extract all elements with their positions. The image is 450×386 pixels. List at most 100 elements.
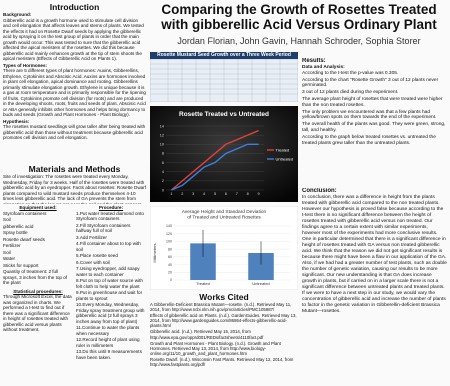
list-item: Fertilizer <box>3 243 21 248</box>
paragraph: Through Microsoft Excel, the data was or… <box>3 294 72 332</box>
y-tick-label: 12 <box>160 133 164 137</box>
list-item: 2.Fill Styrofoam containers halfway full… <box>76 222 131 234</box>
x-tick-label: 4 <box>203 192 205 196</box>
paragraph: Gibberellic acid is a growth hormone use… <box>3 17 144 62</box>
chart-title: Rosette Treated vs Untreated <box>179 111 269 118</box>
x-tick-label: 9 <box>257 192 259 196</box>
list-item: Soil <box>3 249 11 255</box>
x-tick-label: 1 <box>170 192 172 196</box>
y-tick-label: 10 <box>160 143 164 147</box>
section-heading: Results: <box>302 58 326 64</box>
list-item: 8.Put on top of water source with felt c… <box>76 278 143 289</box>
list-item: 4.Fill container about to top with soil <box>76 241 141 252</box>
y-tick-label: 60 <box>168 255 172 259</box>
table-title: Rosette Mustard Seed Growth over a Three… <box>150 52 298 59</box>
list-item: 3 out of 12 plants died during the exper… <box>302 90 399 96</box>
chart-background <box>150 106 298 202</box>
y-tick-label: 20 <box>168 270 172 274</box>
y-tick-label: 40 <box>168 263 172 267</box>
label: Data and Analysis: <box>302 65 345 70</box>
list-item: 3.Add Fertilizer <box>76 234 107 240</box>
y-tick-label: 80 <box>168 247 172 251</box>
section-heading: Introduction <box>49 2 100 12</box>
list-item: The average plant height of rosettes tha… <box>302 96 443 108</box>
list-item: Soil <box>3 217 11 222</box>
label: Background: <box>3 12 32 17</box>
label: Hypothesis: <box>3 118 30 124</box>
table-grid <box>150 58 298 102</box>
y-axis-label: Millimeters <box>152 243 157 262</box>
list-item: Gibberellic acid. (n.d.). Retrieved May … <box>150 329 264 340</box>
list-item: 11.Continue to water the plants when nec… <box>76 325 140 336</box>
equipment: Equipment used: Styrofoam containers Soil… <box>3 205 73 385</box>
label: Equipment used: <box>19 205 57 210</box>
list-item: Effects of gibberellic acid on Plants. (… <box>150 313 297 329</box>
x-tick-label: 2 <box>181 192 183 196</box>
section-heading: Conclusion: <box>302 188 337 194</box>
data-line <box>171 143 259 191</box>
list-item: According to the chart "Rosette Growth" … <box>302 77 439 89</box>
list-item: The overall health of the plants was goo… <box>302 122 446 133</box>
y-tick-label: 100 <box>166 240 172 244</box>
legend-label: Treated <box>276 147 290 152</box>
list-item: Spray bottle <box>3 230 28 235</box>
data-line <box>170 129 259 191</box>
list-item: 12.Record height of plant using ruler in… <box>76 337 140 348</box>
x-tick-label: 7 <box>236 192 238 196</box>
x-tick-label: 6 <box>225 192 227 196</box>
x-tick-label: Treated <box>196 281 210 286</box>
list-item: gibberellic acid <box>3 223 34 229</box>
procedure-list: 1.Put water treated diamond onto Styrofo… <box>76 211 146 361</box>
list-item: According to the graph below treated ros… <box>302 134 436 146</box>
x-tick-label: 3 <box>192 192 194 196</box>
list-item: 10.Every Monday, Wednesday, Friday spray… <box>76 302 145 324</box>
equipment-list: Styrofoam containers Soil gibberellic acid… <box>3 211 73 286</box>
list-item: 6.Cover with soil <box>76 259 110 265</box>
list-item: Sticks for support <box>3 262 39 268</box>
paragraph: The rosettes mustard seedlings will grow… <box>3 124 146 140</box>
x-tick-label: 8 <box>247 192 249 196</box>
poster-title: Comparing the Growth of Rosettes Treated… <box>161 3 437 33</box>
list-item: The only problem we encountered was that… <box>302 109 437 121</box>
introduction: Introduction Background: Gibberellic aci… <box>3 2 146 164</box>
list-item: 7.Using eyedropper, add soapy water to e… <box>76 266 140 277</box>
methods: Materials and Methods Site of investigat… <box>3 164 146 204</box>
list-item: 13.Do this until 9 measurements have bee… <box>76 349 142 360</box>
list-item: A Gibberellin-Deficient Brassica Mutant—… <box>150 302 292 313</box>
chart-title: Average Height and Standard Deviation of … <box>182 209 267 221</box>
conclusion: Conclusion: In conclusion, there was a d… <box>302 188 447 385</box>
list-item: 9.Put in greenhouse and wait for plants … <box>76 290 143 301</box>
results-text: According to the t-test the p-value was … <box>302 71 447 147</box>
x-tick-label: 5 <box>214 192 216 196</box>
y-tick-label: 8 <box>162 152 164 156</box>
label: Procedure: <box>98 205 124 210</box>
bar-chart: Average Height and Standard Deviation of … <box>150 206 298 290</box>
list-item: Growth and Plant Hormones - Plant Biolog… <box>150 340 281 356</box>
y-tick-label: 0 <box>170 278 172 282</box>
label: Types of Hormones: <box>3 62 48 68</box>
list-item: Water <box>3 256 16 261</box>
line-chart: Rosette Treated vs Untreated024681012141… <box>150 106 298 202</box>
x-tick-label: Untreated <box>252 281 270 286</box>
authors: Jordan Florian, John Gavin, Hannah Schro… <box>177 36 421 46</box>
y-tick-label: 120 <box>166 232 172 236</box>
list-item: 5.Place rosette seed <box>76 253 118 258</box>
growth-table: Rosette Mustard Seed Growth over a Three… <box>150 52 298 102</box>
list-item: According to the t-test the p-value was … <box>302 70 399 76</box>
works-cited: Works Cited A Gibberellin-Deficient Bras… <box>150 292 298 385</box>
legend-label: Untreated <box>276 156 294 161</box>
y-tick-label: 4 <box>162 170 164 174</box>
list-item: 1.Put water treated diamond onto Styrofo… <box>76 210 144 222</box>
section-heading: Works Cited <box>199 292 249 302</box>
y-tick-label: 0 <box>162 188 164 192</box>
list-item: Quantity of treatment: 2 full sprays, 3 … <box>3 269 68 285</box>
y-tick-label: 14 <box>160 124 164 128</box>
paragraph: In conclusion, there was a difference in… <box>302 195 447 314</box>
y-tick-label: 2 <box>162 179 164 183</box>
paragraph: There are 5 different types of plant hor… <box>3 68 146 117</box>
list-item: Rosette dwarf seeds <box>3 236 45 242</box>
section-heading: Materials and Methods <box>28 164 121 174</box>
y-tick-label: 6 <box>162 161 164 165</box>
list-item: Rosette Dwarf. (n.d.). Wisconsin Fast Pl… <box>150 356 294 368</box>
